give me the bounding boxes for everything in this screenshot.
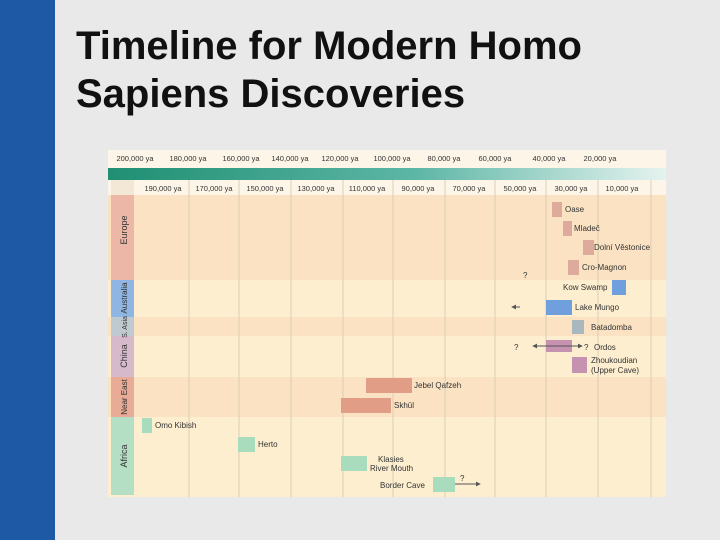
question-mark-africa: ? [460,474,465,483]
site-label-oase: Oase [565,205,585,214]
region-strip-south-asia [111,317,134,336]
top-tick-label: 140,000 ya [271,154,309,163]
sub-tick-label: 150,000 ya [246,184,284,193]
sub-tick-label: 170,000 ya [195,184,233,193]
top-tick-label: 40,000 ya [533,154,567,163]
bar-skhul [341,398,391,413]
region-label-south-asia: S. Asia [122,316,129,338]
bar-zhoukoudian [572,357,587,373]
slide-title-line-1: Timeline for Modern Homo [76,24,582,68]
region-label-australia: Australia [120,282,129,314]
band-south-asia [108,317,666,336]
site-label-omo-kibish: Omo Kibish [155,421,196,430]
site-label-zhoukoudian: Zhoukoudian [591,356,637,365]
question-mark-china-right: ? [584,343,589,352]
site-label-cro-magnon: Cro-Magnon [582,263,626,272]
site-label-zhoukoudian-sub: (Upper Cave) [591,366,639,375]
timeline-figure: Europe Australia S. Asia China Near East… [108,150,666,497]
sub-tick-label: 110,000 ya [349,184,386,193]
region-strip-near-east [111,377,134,417]
bar-lake-mungo [546,300,572,315]
bar-oase [552,202,562,217]
top-tick-label: 20,000 ya [584,154,618,163]
region-strip-china [111,336,134,377]
bar-dolni-vestonice [583,240,594,255]
site-label-mladec: Mladeč [574,224,600,233]
bar-border-cave [433,477,455,492]
timeline-svg: Europe Australia S. Asia China Near East… [108,150,666,497]
top-tick-label: 120,000 ya [321,154,359,163]
top-tick-label: 100,000 ya [373,154,411,163]
region-strip-australia [111,280,134,317]
top-tick-label: 160,000 ya [222,154,260,163]
site-label-lake-mungo: Lake Mungo [575,303,620,312]
bar-cro-magnon [568,260,579,275]
bar-omo-kibish [142,418,152,433]
site-label-border-cave: Border Cave [380,481,425,490]
region-label-near-east: Near East [120,378,129,414]
sub-tick-label: 190,000 ya [144,184,182,193]
bar-jebel-qafzeh [366,378,412,393]
region-strip-header [111,180,134,195]
site-label-kow-swamp: Kow Swamp [563,283,608,292]
sub-scale-band [108,180,666,195]
site-label-klasies: Klasies [378,455,404,464]
site-label-ordos: Ordos [594,343,616,352]
slide-title-line-2: Sapiens Discoveries [76,72,466,116]
top-scale-band [108,150,666,168]
region-label-europe: Europe [119,215,129,244]
sub-tick-label: 50,000 ya [504,184,538,193]
site-label-batadomba: Batadomba [591,323,632,332]
site-label-dolni-vestonice: Dolní Věstonice [594,243,651,252]
region-strip-europe [111,195,134,280]
top-tick-label: 60,000 ya [479,154,513,163]
grid-lines [188,180,652,497]
site-label-klasies-sub: River Mouth [370,464,413,473]
bar-herto [238,437,255,452]
top-tick-label: 200,000 ya [116,154,154,163]
question-mark-china-left: ? [514,343,519,352]
band-australia [108,280,666,317]
site-label-herto: Herto [258,440,278,449]
sub-tick-label: 70,000 ya [453,184,487,193]
region-label-china: China [119,344,129,368]
site-label-skhul: Skhūl [394,401,414,410]
bar-batadomba [572,320,584,334]
slide-sidebar-stripe [0,0,55,540]
sub-tick-label: 90,000 ya [402,184,436,193]
top-tick-label: 80,000 ya [428,154,462,163]
question-mark-australia: ? [523,271,528,280]
header-gradient-bar [108,168,666,180]
bar-kow-swamp [612,280,626,295]
region-label-africa: Africa [119,444,129,467]
bar-klasies-river-mouth [341,456,367,471]
slide-title: Timeline for Modern Homo Sapiens Discove… [76,22,696,118]
band-africa [108,417,666,497]
region-strip-africa [111,417,134,495]
top-tick-label: 180,000 ya [169,154,207,163]
sub-tick-label: 30,000 ya [555,184,589,193]
bar-mladec [563,221,572,236]
site-label-jebel-qafzeh: Jebel Qafzeh [414,381,461,390]
site-bars [142,202,626,492]
sub-tick-label: 130,000 ya [297,184,335,193]
sub-tick-label: 10,000 ya [606,184,640,193]
